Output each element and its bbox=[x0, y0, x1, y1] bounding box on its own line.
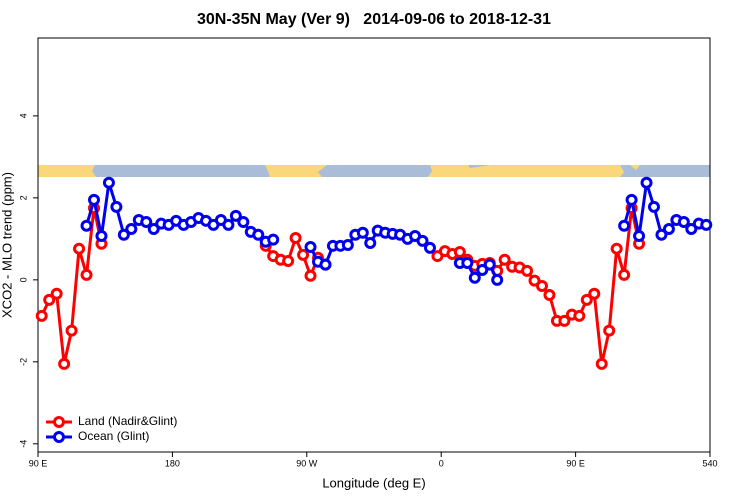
data-point bbox=[618, 219, 631, 232]
data-point bbox=[468, 271, 481, 284]
legend-label: Land (Nadir&Glint) bbox=[78, 414, 177, 428]
data-point bbox=[498, 253, 511, 266]
data-point bbox=[603, 324, 616, 337]
data-point bbox=[700, 218, 713, 231]
data-point bbox=[416, 234, 429, 247]
data-point bbox=[543, 289, 556, 302]
data-point bbox=[95, 229, 108, 242]
data-point bbox=[461, 257, 474, 270]
data-point bbox=[50, 287, 63, 300]
data-point bbox=[424, 241, 436, 254]
x-tick-label: 90 E bbox=[29, 458, 48, 468]
data-point bbox=[80, 219, 93, 232]
plot-frame bbox=[37, 37, 711, 453]
data-point bbox=[229, 209, 242, 222]
data-point bbox=[625, 193, 638, 206]
data-point bbox=[35, 309, 48, 322]
map-strip bbox=[38, 165, 710, 177]
data-point bbox=[80, 268, 93, 281]
x-tick-label: 90 W bbox=[296, 458, 318, 468]
data-point bbox=[595, 357, 608, 370]
data-point bbox=[140, 216, 153, 229]
data-point bbox=[453, 245, 466, 258]
data-point bbox=[610, 242, 623, 255]
data-point bbox=[491, 273, 504, 286]
x-tick-label: 180 bbox=[165, 458, 180, 468]
data-point bbox=[289, 232, 302, 245]
data-point bbox=[536, 279, 548, 292]
data-point bbox=[580, 293, 593, 306]
data-point bbox=[677, 216, 690, 229]
data-point bbox=[648, 200, 660, 213]
legend-swatch-marker bbox=[53, 416, 65, 428]
legend: Land (Nadir&Glint)Ocean (Glint) bbox=[46, 414, 177, 443]
data-point bbox=[73, 242, 86, 255]
data-point bbox=[655, 228, 668, 241]
y-tick-label: 4 bbox=[18, 113, 28, 118]
data-point bbox=[633, 229, 646, 242]
y-axis-title: XCO2 - MLO trend (ppm) bbox=[0, 172, 14, 318]
data-point bbox=[640, 176, 653, 189]
data-point bbox=[341, 239, 354, 251]
data-point bbox=[558, 314, 571, 327]
data-point bbox=[252, 228, 265, 241]
data-point bbox=[43, 293, 56, 306]
data-point bbox=[117, 228, 130, 241]
data-point bbox=[662, 223, 675, 236]
data-point bbox=[297, 248, 310, 261]
data-point bbox=[65, 324, 78, 337]
y-tick-label: -2 bbox=[18, 358, 28, 366]
y-tick-label: 0 bbox=[18, 277, 28, 282]
land-strip bbox=[630, 165, 640, 170]
data-point bbox=[618, 268, 631, 281]
land-strip bbox=[38, 165, 96, 177]
chart-title: 30N-35N May (Ver 9) 2014-09-06 to 2018-1… bbox=[197, 11, 551, 28]
data-point bbox=[364, 236, 377, 249]
x-tick-label: 540 bbox=[702, 458, 717, 468]
y-tick-label: -4 bbox=[18, 440, 28, 448]
data-point bbox=[237, 216, 250, 229]
data-point bbox=[573, 309, 586, 322]
data-point bbox=[282, 254, 295, 267]
data-point bbox=[588, 287, 601, 300]
x-axis-title: Longitude (deg E) bbox=[322, 475, 425, 490]
data-point bbox=[147, 223, 160, 236]
legend-label: Ocean (Glint) bbox=[78, 429, 149, 443]
land-strip bbox=[428, 165, 624, 177]
x-tick-label: 90 E bbox=[566, 458, 585, 468]
data-point bbox=[528, 274, 541, 287]
data-point bbox=[483, 258, 496, 271]
legend-swatch-marker bbox=[53, 431, 65, 443]
data-point bbox=[110, 200, 123, 213]
data-point bbox=[304, 241, 317, 254]
data-point bbox=[125, 223, 138, 236]
data-point bbox=[476, 264, 489, 277]
y-tick-label: 2 bbox=[18, 195, 28, 200]
data-point bbox=[222, 218, 235, 231]
data-point bbox=[319, 258, 332, 271]
land-strip bbox=[265, 165, 327, 177]
data-point bbox=[685, 223, 698, 236]
data-point bbox=[304, 269, 317, 282]
data-point bbox=[88, 193, 100, 206]
x-tick-label: 0 bbox=[439, 458, 444, 468]
data-point bbox=[58, 357, 71, 370]
data-point bbox=[102, 176, 115, 189]
data-point bbox=[356, 226, 369, 239]
data-point bbox=[267, 233, 280, 246]
data-point bbox=[521, 264, 534, 277]
